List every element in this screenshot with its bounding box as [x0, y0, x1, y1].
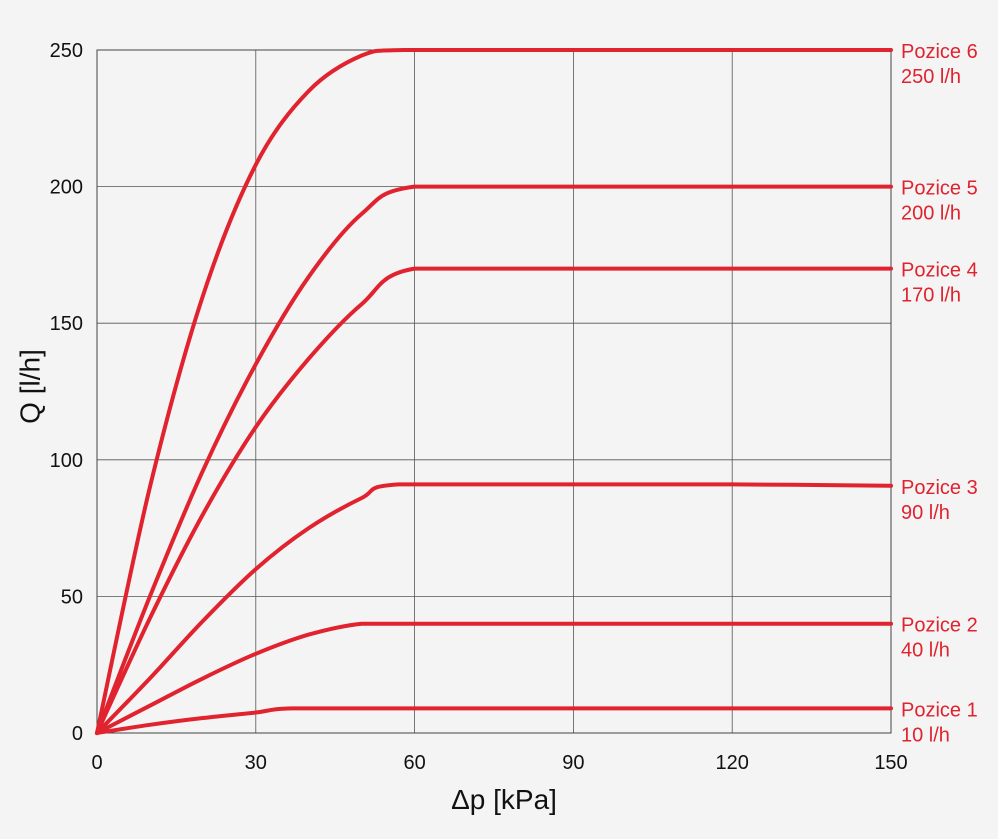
series-value-label-5: 200 l/h — [901, 203, 961, 225]
x-tick-label-5: 150 — [874, 752, 907, 774]
series-line-5 — [95, 184, 893, 735]
y-axis-ticks: 0 50 100 150 200 250 — [50, 40, 83, 745]
series-line-4 — [95, 266, 893, 735]
x-axis-title: Δp [kPa] — [451, 784, 557, 815]
series-name-label-2: Pozice 2 — [901, 615, 978, 637]
y-tick-label-1: 50 — [61, 586, 83, 608]
y-tick-label-2: 100 — [50, 450, 83, 472]
series-name-label-3: Pozice 3 — [901, 477, 978, 499]
series-line-1 — [95, 706, 893, 735]
y-tick-label-0: 0 — [72, 723, 83, 745]
series-name-label-6: Pozice 6 — [901, 41, 978, 63]
x-tick-label-2: 60 — [403, 752, 425, 774]
series-value-label-3: 90 l/h — [901, 502, 950, 524]
x-tick-label-3: 90 — [562, 752, 584, 774]
y-tick-label-3: 150 — [50, 313, 83, 335]
series-line-2 — [95, 621, 893, 735]
series-value-label-2: 40 l/h — [901, 640, 950, 662]
series-line-3 — [95, 482, 893, 735]
series-value-label-1: 10 l/h — [901, 724, 950, 746]
y-tick-label-4: 200 — [50, 177, 83, 199]
series-value-label-4: 170 l/h — [901, 285, 961, 307]
series-name-label-5: Pozice 5 — [901, 178, 978, 200]
x-tick-label-4: 120 — [716, 752, 749, 774]
x-tick-label-0: 0 — [91, 752, 102, 774]
series-name-label-4: Pozice 4 — [901, 260, 978, 282]
y-tick-label-5: 250 — [50, 40, 83, 62]
series-line-6 — [95, 47, 893, 735]
y-axis-title: Q [l/h] — [14, 349, 45, 424]
series-name-label-1: Pozice 1 — [901, 699, 978, 721]
series-value-label-6: 250 l/h — [901, 66, 961, 88]
series-labels: Pozice 1 10 l/h Pozice 2 40 l/h Pozice 3 90 l… — [901, 41, 978, 746]
series-curves — [95, 47, 893, 735]
x-axis-ticks: 0 30 60 90 120 150 — [91, 752, 907, 774]
x-tick-label-1: 30 — [245, 752, 267, 774]
